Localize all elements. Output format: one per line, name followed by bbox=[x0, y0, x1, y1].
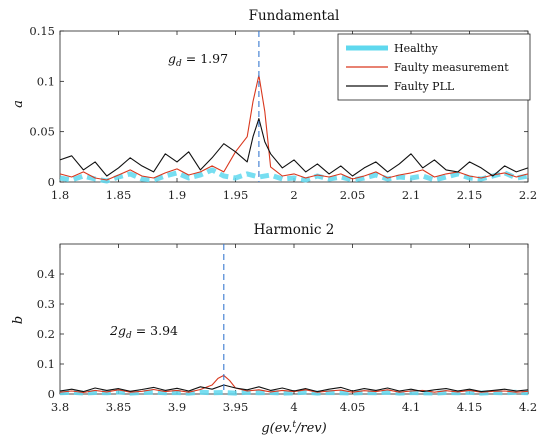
harmonic-2-x-tick-label: 3.95 bbox=[223, 400, 249, 414]
fundamental-series-faulty-pll bbox=[59, 118, 529, 177]
fundamental-title: Fundamental bbox=[249, 8, 340, 24]
harmonic-2-x-tick-label: 4 bbox=[290, 400, 297, 414]
fundamental-x-tick-label: 2.1 bbox=[402, 188, 420, 202]
fundamental-x-tick-label: 2 bbox=[290, 188, 297, 202]
harmonic-2-y-tick-label: 0.1 bbox=[37, 357, 55, 371]
harmonic-2-series-faulty-pll bbox=[59, 384, 529, 393]
fundamental-x-tick-label: 1.85 bbox=[106, 188, 132, 202]
fundamental-x-tick-label: 1.8 bbox=[51, 188, 69, 202]
harmonic-2-y-tick-label: 0 bbox=[48, 387, 55, 401]
harmonic-2-panel: Harmonic 2 b g(ev.t/rev) 3.8 3.85 3.9 3.95 4… bbox=[11, 222, 537, 436]
fundamental-x-tick-label: 1.95 bbox=[223, 188, 249, 202]
legend-label-healthy: Healthy bbox=[394, 42, 439, 55]
fundamental-y-tick-label: 0.1 bbox=[37, 74, 55, 88]
harmonic-2-x-tick-label: 3.9 bbox=[168, 400, 186, 414]
fundamental-y-axis-label: a bbox=[11, 100, 26, 108]
fundamental-series-faulty-measurement bbox=[59, 74, 529, 181]
fundamental-x-tick-label: 2.15 bbox=[457, 188, 483, 202]
harmonic-2-axes-box bbox=[59, 243, 529, 395]
harmonic-2-x-axis-label: g(ev.t/rev) bbox=[261, 420, 326, 436]
harmonic-2-y-tick-label: 0.2 bbox=[37, 327, 55, 341]
harmonic-2-plot-area: 3.8 3.85 3.9 3.95 4 4.05 4.1 4.15 4.2 0 0.1 0.2 0.3 0… bbox=[37, 243, 537, 414]
harmonic-2-y-axis-label: b bbox=[11, 316, 26, 324]
harmonic-2-x-tick-label: 4.05 bbox=[340, 400, 366, 414]
fundamental-y-tick-label: 0.15 bbox=[29, 24, 55, 38]
harmonic-2-y-tick-label: 0.3 bbox=[37, 297, 55, 311]
fundamental-panel: Fundamental a 1.8 1.85 1.9 1.95 2 2.05 2.1 2.15… bbox=[11, 8, 537, 202]
fundamental-y-tick-label: 0 bbox=[48, 175, 55, 189]
legend-label-faulty-measurement: Faulty measurement bbox=[394, 61, 509, 74]
legend: Healthy Faulty measurement Faulty PLL bbox=[337, 33, 531, 101]
harmonic-2-x-tick-label: 3.8 bbox=[51, 400, 69, 414]
fundamental-x-tick-label: 2.2 bbox=[519, 188, 537, 202]
harmonic-2-title: Harmonic 2 bbox=[254, 222, 335, 238]
harmonic-2-x-tick-label: 4.2 bbox=[519, 400, 537, 414]
harmonic-2-annotation: 2gd = 3.94 bbox=[109, 323, 178, 341]
fundamental-plot-area: 1.8 1.85 1.9 1.95 2 2.05 2.1 2.15 2.2 0 0.05 0.1 0.1… bbox=[29, 24, 537, 202]
fundamental-x-tick-label: 1.9 bbox=[168, 188, 186, 202]
legend-label-faulty-pll: Faulty PLL bbox=[394, 80, 455, 93]
fundamental-y-tick-label: 0.05 bbox=[29, 125, 55, 139]
harmonic-2-series-healthy bbox=[59, 389, 529, 396]
harmonic-2-series-faulty-measurement bbox=[59, 374, 529, 394]
fundamental-annotation: gd = 1.97 bbox=[168, 51, 228, 69]
harmonic-2-y-tick-label: 0.4 bbox=[37, 267, 55, 281]
fundamental-series-healthy bbox=[59, 167, 529, 184]
harmonic-2-x-tick-label: 4.1 bbox=[402, 400, 420, 414]
fundamental-x-tick-label: 2.05 bbox=[340, 188, 366, 202]
harmonic-2-x-tick-label: 3.85 bbox=[106, 400, 132, 414]
harmonic-2-x-tick-label: 4.15 bbox=[457, 400, 483, 414]
